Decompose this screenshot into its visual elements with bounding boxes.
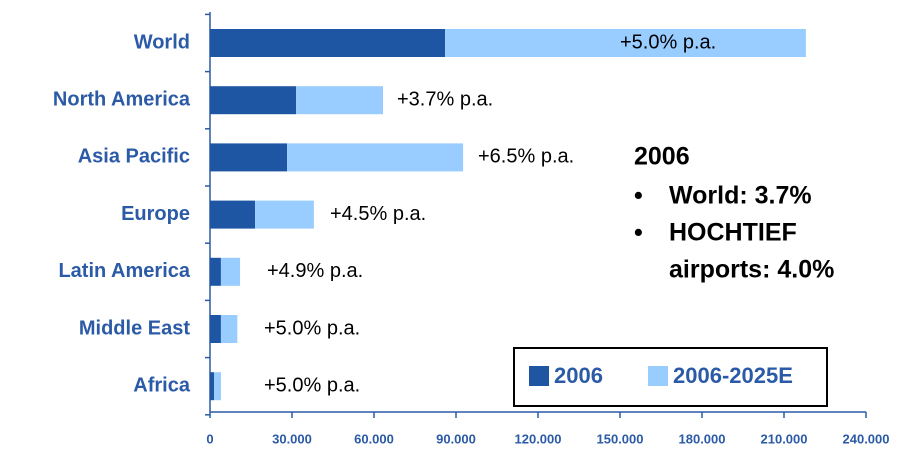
x-tick-label: 210.000	[761, 431, 808, 446]
bar-segment	[220, 315, 238, 343]
annotation: +5.0% p.a.	[264, 317, 360, 339]
x-tick-label: 150.000	[597, 431, 644, 446]
legend-label: 2006-2025E	[673, 363, 793, 388]
annotation: +4.9% p.a.	[267, 260, 363, 282]
annotation: +5.0% p.a.	[264, 374, 360, 396]
note-bullet: World: 3.7%	[669, 182, 812, 210]
bar-segment	[210, 200, 256, 229]
bar-segment	[210, 86, 297, 115]
bar-segment	[210, 315, 221, 343]
bar-segment	[255, 200, 314, 229]
bar-segment	[220, 257, 241, 286]
annotation: +4.5% p.a.	[330, 203, 426, 225]
x-tick-label: 240.000	[843, 431, 890, 446]
bar-segment	[296, 86, 384, 115]
category-label: Asia Pacific	[78, 146, 190, 168]
note-bullet-mark: •	[634, 219, 643, 247]
annotation: +5.0% p.a.	[620, 31, 716, 53]
bar-segment	[287, 143, 464, 172]
x-tick-label: 180.000	[679, 431, 726, 446]
x-tick-label: 30.000	[272, 431, 312, 446]
note-bullet: airports: 4.0%	[669, 256, 834, 284]
annotation: +3.7% p.a.	[397, 88, 493, 110]
note-heading: 2006	[634, 143, 690, 171]
category-label: Latin America	[58, 260, 190, 282]
bar-segment	[210, 372, 215, 401]
category-label: Europe	[121, 203, 190, 225]
x-tick-label: 90.000	[436, 431, 476, 446]
bar-segment	[210, 257, 221, 286]
bar-segment	[210, 29, 446, 57]
note-bullet: HOCHTIEF	[669, 219, 797, 247]
bar-segment	[445, 29, 806, 57]
category-label: Middle East	[79, 317, 190, 339]
category-label: Africa	[133, 374, 191, 396]
legend-swatch	[529, 366, 549, 386]
legend-swatch	[648, 366, 668, 386]
annotation: +6.5% p.a.	[478, 146, 574, 168]
x-tick-label: 0	[206, 431, 213, 446]
category-label: World	[134, 31, 190, 53]
note-bullet-mark: •	[634, 182, 643, 210]
x-tick-label: 120.000	[515, 431, 562, 446]
bar-segment	[214, 372, 221, 401]
x-tick-label: 60.000	[354, 431, 394, 446]
category-label: North America	[53, 88, 191, 110]
bar-segment	[210, 143, 288, 172]
legend-box	[513, 347, 828, 407]
legend-label: 2006	[554, 363, 603, 388]
